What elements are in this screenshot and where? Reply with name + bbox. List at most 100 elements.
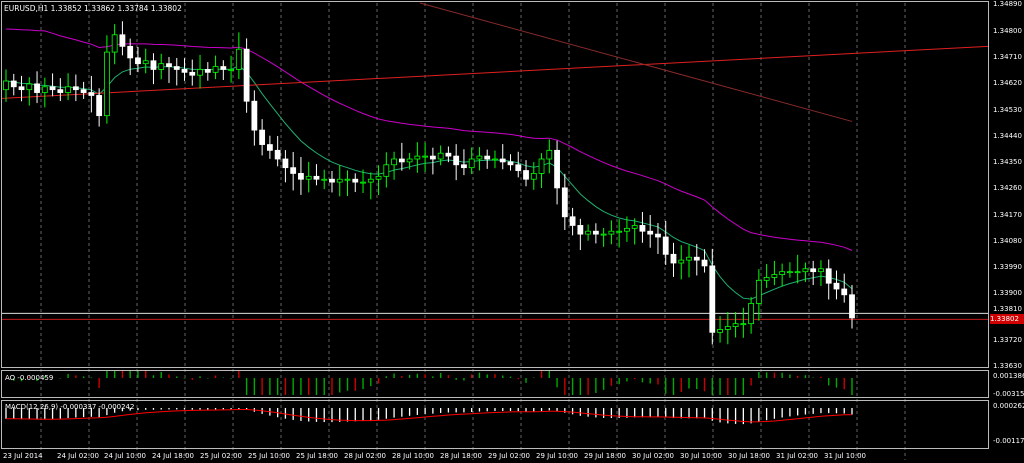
candle-body: [453, 155, 460, 166]
candle-body: [375, 175, 382, 180]
ao-label: AO -0.000459: [5, 374, 54, 382]
candle-body: [49, 86, 56, 91]
candle-body: [670, 253, 677, 264]
candle-body: [189, 71, 196, 76]
candle-body: [96, 95, 103, 117]
candle-body: [647, 230, 654, 235]
candle-body: [546, 149, 553, 160]
candle-body: [367, 178, 374, 183]
time-label: 29 Jul 10:00: [536, 452, 578, 460]
candle-body: [3, 80, 9, 91]
candle-body: [717, 329, 723, 333]
candle-body: [825, 268, 832, 284]
price-label: 1.33720: [993, 336, 1022, 344]
ma-fast-line: [5, 65, 853, 300]
time-label: 25 Jul 02:00: [200, 452, 242, 460]
price-label: 1.34890: [993, 0, 1022, 8]
candle-body: [127, 45, 134, 59]
candle-body: [849, 294, 855, 319]
candle-body: [779, 271, 786, 275]
candle-body: [41, 86, 48, 93]
price-label: 1.34800: [993, 27, 1022, 35]
candle-body: [181, 69, 188, 73]
ao-scale-min: -0.003151: [993, 390, 1024, 398]
time-label: 31 Jul 02:00: [776, 452, 818, 460]
price-label: 1.34260: [993, 184, 1022, 192]
candle-body: [810, 268, 817, 273]
candle-body: [429, 155, 436, 160]
time-label: 31 Jul 10:00: [824, 452, 866, 460]
candle-body: [608, 230, 615, 235]
candle-body: [787, 271, 793, 274]
candle-body: [313, 175, 320, 180]
candle-body: [507, 161, 514, 166]
candle-body: [732, 323, 739, 327]
candle-body: [763, 277, 770, 281]
candle-body: [243, 48, 250, 102]
candle-body: [523, 170, 529, 180]
candle-body: [360, 181, 366, 184]
ma-slow-line: [5, 28, 853, 251]
candle-body: [724, 326, 731, 330]
time-label: 29 Jul 18:00: [584, 452, 626, 460]
candle-body: [406, 158, 413, 163]
candle-body: [422, 155, 429, 158]
price-label: 1.33900: [993, 289, 1022, 297]
macd-signal-line: [6, 409, 852, 423]
candle-body: [592, 230, 599, 235]
candle-body: [344, 178, 351, 181]
candle-body: [65, 86, 71, 93]
macd-scale-max: 0.000262: [993, 402, 1024, 410]
chart-grid: [40, 3, 906, 460]
price-label: 1.34170: [993, 211, 1022, 219]
candle-body: [103, 51, 110, 117]
candle-body: [336, 178, 343, 183]
candle-body: [701, 259, 708, 267]
candle-body: [577, 225, 584, 235]
price-label: 1.34440: [993, 132, 1022, 140]
main-panel-frame: [1, 1, 989, 368]
price-label: 1.33990: [993, 263, 1022, 271]
candle-body: [88, 92, 95, 96]
candle-body: [841, 288, 848, 296]
candle-body: [173, 66, 180, 70]
candle-body: [80, 89, 87, 93]
candle-body: [561, 187, 568, 218]
price-label: 1.33630: [993, 362, 1022, 370]
panel-frames: [1, 1, 989, 449]
candle-body: [748, 303, 755, 325]
candle-body: [600, 233, 607, 236]
candle-body: [585, 230, 592, 235]
candle-body: [499, 158, 506, 163]
time-label: 23 Jul 2014: [3, 452, 43, 460]
candles: [3, 21, 855, 345]
time-label: 24 Jul 10:00: [104, 452, 146, 460]
time-label: 24 Jul 02:00: [57, 452, 99, 460]
candle-body: [72, 86, 79, 91]
macd-panel-frame: [1, 400, 989, 449]
ma-long-line: [419, 2, 853, 122]
candle-body: [569, 216, 576, 226]
candle-body: [18, 86, 25, 91]
candle-body: [468, 158, 475, 169]
price-label: 1.34620: [993, 79, 1022, 87]
ao-histogram: [5, 371, 853, 395]
candle-body: [616, 230, 623, 233]
candle-body: [709, 265, 716, 333]
candle-body: [639, 225, 646, 232]
candle-body: [530, 173, 537, 180]
candle-body: [554, 149, 560, 189]
candle-body: [794, 271, 801, 274]
candle-body: [678, 259, 685, 264]
candle-body: [686, 256, 692, 261]
candle-body: [26, 83, 33, 91]
candle-body: [158, 63, 165, 70]
ao-scale-max: 0.001386: [993, 372, 1024, 380]
candle-body: [34, 83, 40, 93]
candle-body: [290, 167, 297, 174]
candle-body: [383, 164, 390, 177]
candle-body: [476, 155, 483, 160]
candle-body: [197, 69, 203, 76]
